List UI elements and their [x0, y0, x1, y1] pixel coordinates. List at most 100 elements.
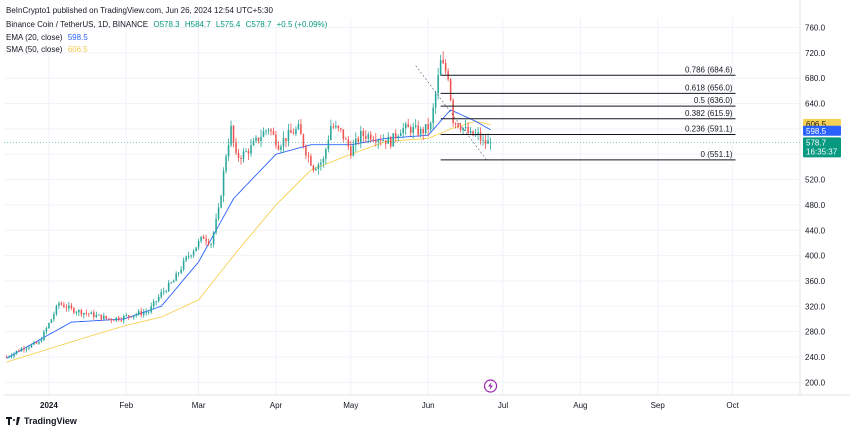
candle-body [125, 315, 128, 317]
candle-body [15, 350, 18, 354]
candle-body [152, 301, 155, 307]
candle-body [427, 124, 429, 130]
candle-body [285, 138, 287, 142]
candle-body [187, 256, 190, 257]
candle-body [222, 171, 225, 196]
candle-body [464, 126, 467, 128]
candle-body [227, 145, 230, 157]
candle-body [305, 146, 307, 156]
candle-body [120, 320, 123, 321]
x-tick-label: Feb [119, 401, 133, 410]
candle-body [5, 356, 8, 358]
candle-body [150, 306, 152, 312]
candle-body [399, 133, 402, 137]
candle-body [350, 146, 352, 156]
candle-body [127, 315, 130, 317]
candle-body [337, 125, 340, 129]
ohlc-open: O578.3 [153, 20, 180, 29]
candle-body [287, 130, 290, 142]
fib-level-label: 0.382 (615.9) [685, 109, 733, 118]
ohlc-change: +0.5 (+0.09%) [276, 20, 328, 29]
candle-body [202, 236, 205, 239]
candle-body [452, 100, 454, 124]
candle-body [195, 247, 197, 252]
candle-body [207, 241, 210, 245]
candle-body [65, 307, 68, 309]
candle-body [255, 137, 257, 142]
candle-body [217, 207, 220, 219]
candle-body [292, 132, 295, 135]
y-tick-label: 320.0 [805, 302, 826, 311]
candle-body [462, 127, 464, 131]
sma-line [6, 120, 491, 363]
grid [4, 18, 800, 395]
candle-body [434, 93, 437, 108]
candle-body [162, 291, 165, 293]
x-tick-label: May [343, 401, 358, 410]
x-tick-label: Jun [422, 401, 435, 410]
candle-body [237, 152, 240, 158]
candle-body [409, 127, 412, 133]
sma-legend[interactable]: SMA (50, close) 606.5 [6, 45, 91, 54]
candle-body [404, 124, 407, 129]
candle-body [457, 123, 459, 128]
candle-body [355, 138, 357, 146]
candle-body [25, 348, 28, 350]
candle-body [157, 296, 160, 302]
tradingview-logo[interactable]: TradingView [6, 416, 77, 426]
candle-body [190, 255, 192, 257]
candle-body [78, 310, 80, 313]
candle-body [267, 129, 270, 131]
candle-body [389, 136, 392, 147]
candle-body [48, 322, 50, 329]
ohlc-low: L575.4 [215, 20, 241, 29]
candle-body [108, 318, 110, 320]
candle-body [220, 195, 222, 208]
candle-body [132, 315, 135, 318]
candle-body [105, 315, 108, 319]
candle-body [98, 314, 100, 316]
candle-body [360, 130, 362, 142]
ohlc-close: C578.7 [245, 20, 272, 29]
candle-body [250, 145, 252, 154]
candle-body [412, 126, 414, 133]
candle-body [347, 139, 350, 147]
candle-body [372, 139, 375, 141]
candle-body [312, 165, 315, 171]
candle-body [28, 347, 30, 349]
candle-body [212, 232, 215, 245]
candle-body [210, 244, 212, 245]
candle-body [357, 138, 360, 142]
candle-body [135, 314, 138, 316]
candle-body [70, 305, 73, 309]
candle-body [85, 312, 88, 314]
candle-body [245, 151, 247, 152]
fib-level-label: 0 (551.1) [701, 150, 733, 159]
candle-body [270, 129, 272, 132]
candle-body [315, 169, 317, 171]
candle-body [225, 156, 227, 172]
candle-body [247, 151, 250, 154]
ema-price-tag: 598.5 [803, 125, 841, 136]
candle-body [374, 140, 377, 142]
candle-body [295, 129, 297, 135]
candle-body [489, 142, 492, 144]
y-tick-label: 520.0 [805, 176, 826, 185]
candle-body [257, 137, 260, 142]
candle-body [170, 282, 172, 284]
ema-legend[interactable]: EMA (20, close) 598.5 [6, 33, 91, 42]
candle-body [30, 344, 33, 348]
candle-body [365, 136, 367, 139]
candle-body [272, 131, 275, 135]
y-tick-label: 200.0 [805, 378, 826, 387]
candle-body [332, 126, 335, 128]
candle-body [370, 134, 372, 140]
candle-body [352, 145, 355, 156]
symbol-line: Binance Coin / TetherUS, 1D, BINANCE O57… [6, 20, 330, 29]
candle-body [379, 140, 382, 142]
lightning-icon[interactable] [483, 379, 498, 393]
candle-body [140, 311, 143, 315]
candle-body [177, 272, 180, 274]
y-tick-label: 760.0 [805, 24, 826, 33]
